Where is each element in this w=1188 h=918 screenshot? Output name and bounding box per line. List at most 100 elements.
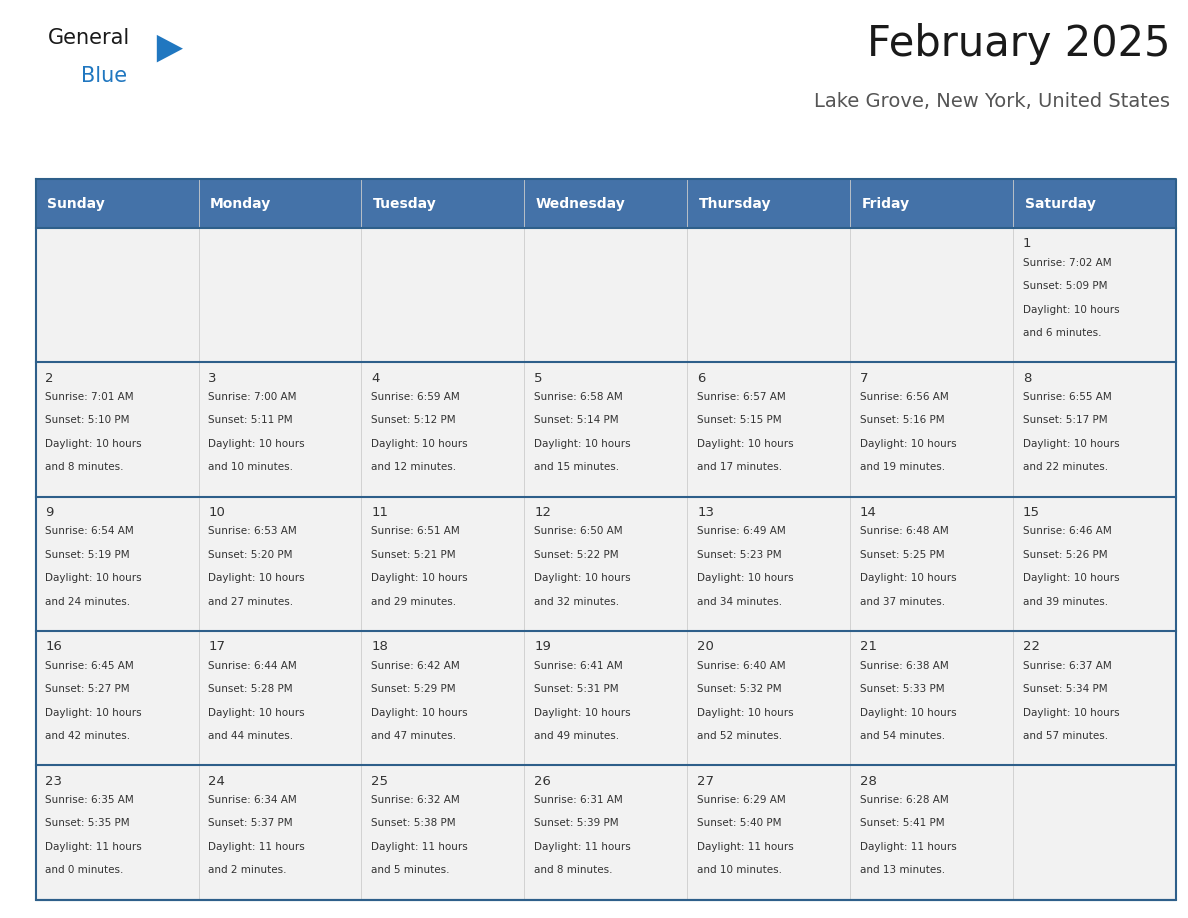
Text: Sunrise: 6:42 AM: Sunrise: 6:42 AM — [372, 661, 460, 670]
Text: Daylight: 10 hours: Daylight: 10 hours — [535, 573, 631, 583]
Text: Daylight: 10 hours: Daylight: 10 hours — [372, 708, 468, 718]
Text: Sunday: Sunday — [48, 196, 105, 210]
Bar — [36, 497, 198, 631]
Text: and 54 minutes.: and 54 minutes. — [860, 731, 946, 741]
Text: Lake Grove, New York, United States: Lake Grove, New York, United States — [814, 92, 1170, 111]
Text: Sunset: 5:23 PM: Sunset: 5:23 PM — [697, 550, 782, 560]
Text: Daylight: 10 hours: Daylight: 10 hours — [697, 708, 794, 718]
Text: Daylight: 10 hours: Daylight: 10 hours — [1023, 439, 1119, 449]
Text: and 32 minutes.: and 32 minutes. — [535, 597, 619, 607]
Text: Sunrise: 7:01 AM: Sunrise: 7:01 AM — [45, 392, 134, 402]
Text: Sunrise: 6:50 AM: Sunrise: 6:50 AM — [535, 526, 623, 536]
Text: 9: 9 — [45, 506, 53, 519]
Text: 20: 20 — [697, 641, 714, 654]
Bar — [198, 631, 361, 766]
Text: Sunrise: 6:51 AM: Sunrise: 6:51 AM — [372, 526, 460, 536]
Text: Daylight: 10 hours: Daylight: 10 hours — [697, 573, 794, 583]
Text: Sunrise: 7:02 AM: Sunrise: 7:02 AM — [1023, 258, 1112, 267]
Text: Sunset: 5:34 PM: Sunset: 5:34 PM — [1023, 684, 1107, 694]
Text: Sunrise: 6:46 AM: Sunrise: 6:46 AM — [1023, 526, 1112, 536]
Text: Sunset: 5:37 PM: Sunset: 5:37 PM — [208, 818, 293, 828]
Text: 25: 25 — [372, 775, 388, 788]
Bar — [1013, 363, 1176, 497]
Text: Sunrise: 6:37 AM: Sunrise: 6:37 AM — [1023, 661, 1112, 670]
Bar — [524, 228, 688, 363]
Text: Sunset: 5:15 PM: Sunset: 5:15 PM — [697, 416, 782, 425]
Text: and 17 minutes.: and 17 minutes. — [697, 463, 782, 473]
Bar — [1013, 631, 1176, 766]
Text: 1: 1 — [1023, 238, 1031, 251]
Bar — [361, 631, 524, 766]
Text: Sunrise: 6:54 AM: Sunrise: 6:54 AM — [45, 526, 134, 536]
Text: 7: 7 — [860, 372, 868, 385]
Text: Daylight: 10 hours: Daylight: 10 hours — [1023, 708, 1119, 718]
Bar — [524, 631, 688, 766]
Text: Sunset: 5:10 PM: Sunset: 5:10 PM — [45, 416, 129, 425]
Bar — [1013, 179, 1176, 228]
Bar — [1013, 228, 1176, 363]
Bar — [688, 766, 851, 900]
Text: Sunset: 5:41 PM: Sunset: 5:41 PM — [860, 818, 944, 828]
Text: and 29 minutes.: and 29 minutes. — [372, 597, 456, 607]
Text: Sunrise: 7:00 AM: Sunrise: 7:00 AM — [208, 392, 297, 402]
Text: 13: 13 — [697, 506, 714, 519]
Text: Sunset: 5:32 PM: Sunset: 5:32 PM — [697, 684, 782, 694]
Bar — [688, 228, 851, 363]
Text: 21: 21 — [860, 641, 877, 654]
Bar — [198, 363, 361, 497]
Text: 12: 12 — [535, 506, 551, 519]
Text: Daylight: 10 hours: Daylight: 10 hours — [208, 439, 305, 449]
Bar — [1013, 766, 1176, 900]
Text: Sunset: 5:17 PM: Sunset: 5:17 PM — [1023, 416, 1107, 425]
Text: Thursday: Thursday — [699, 196, 771, 210]
Text: Sunrise: 6:34 AM: Sunrise: 6:34 AM — [208, 795, 297, 805]
Text: 6: 6 — [697, 372, 706, 385]
Text: February 2025: February 2025 — [867, 23, 1170, 65]
Text: and 47 minutes.: and 47 minutes. — [372, 731, 456, 741]
Text: 16: 16 — [45, 641, 62, 654]
Text: 27: 27 — [697, 775, 714, 788]
Text: Sunset: 5:21 PM: Sunset: 5:21 PM — [372, 550, 456, 560]
Text: Wednesday: Wednesday — [536, 196, 626, 210]
Text: Sunrise: 6:53 AM: Sunrise: 6:53 AM — [208, 526, 297, 536]
Bar — [851, 766, 1013, 900]
Text: 18: 18 — [372, 641, 388, 654]
Bar — [851, 631, 1013, 766]
Text: Sunrise: 6:40 AM: Sunrise: 6:40 AM — [697, 661, 785, 670]
Text: Sunrise: 6:45 AM: Sunrise: 6:45 AM — [45, 661, 134, 670]
Text: Daylight: 10 hours: Daylight: 10 hours — [535, 708, 631, 718]
Text: Sunset: 5:11 PM: Sunset: 5:11 PM — [208, 416, 293, 425]
Bar — [361, 363, 524, 497]
Text: 24: 24 — [208, 775, 226, 788]
Text: Sunrise: 6:31 AM: Sunrise: 6:31 AM — [535, 795, 623, 805]
Text: and 34 minutes.: and 34 minutes. — [697, 597, 782, 607]
Text: and 52 minutes.: and 52 minutes. — [697, 731, 782, 741]
Bar — [361, 766, 524, 900]
Text: 10: 10 — [208, 506, 226, 519]
Text: 8: 8 — [1023, 372, 1031, 385]
Text: 11: 11 — [372, 506, 388, 519]
Text: Daylight: 10 hours: Daylight: 10 hours — [860, 573, 956, 583]
Text: Daylight: 10 hours: Daylight: 10 hours — [208, 708, 305, 718]
Bar — [361, 497, 524, 631]
Text: 22: 22 — [1023, 641, 1040, 654]
Text: Daylight: 11 hours: Daylight: 11 hours — [372, 842, 468, 852]
Text: 14: 14 — [860, 506, 877, 519]
Text: Sunrise: 6:58 AM: Sunrise: 6:58 AM — [535, 392, 623, 402]
Text: and 39 minutes.: and 39 minutes. — [1023, 597, 1108, 607]
Text: Daylight: 10 hours: Daylight: 10 hours — [697, 439, 794, 449]
Bar — [36, 228, 198, 363]
Text: Sunrise: 6:59 AM: Sunrise: 6:59 AM — [372, 392, 460, 402]
Text: Sunrise: 6:29 AM: Sunrise: 6:29 AM — [697, 795, 786, 805]
Text: Sunrise: 6:41 AM: Sunrise: 6:41 AM — [535, 661, 623, 670]
Text: Sunrise: 6:38 AM: Sunrise: 6:38 AM — [860, 661, 949, 670]
Text: Sunset: 5:12 PM: Sunset: 5:12 PM — [372, 416, 456, 425]
Bar — [198, 497, 361, 631]
Text: Sunset: 5:26 PM: Sunset: 5:26 PM — [1023, 550, 1107, 560]
Text: Daylight: 10 hours: Daylight: 10 hours — [535, 439, 631, 449]
Text: and 5 minutes.: and 5 minutes. — [372, 866, 450, 876]
Bar — [851, 228, 1013, 363]
Text: Daylight: 10 hours: Daylight: 10 hours — [860, 439, 956, 449]
Text: Sunset: 5:28 PM: Sunset: 5:28 PM — [208, 684, 293, 694]
Text: and 2 minutes.: and 2 minutes. — [208, 866, 286, 876]
